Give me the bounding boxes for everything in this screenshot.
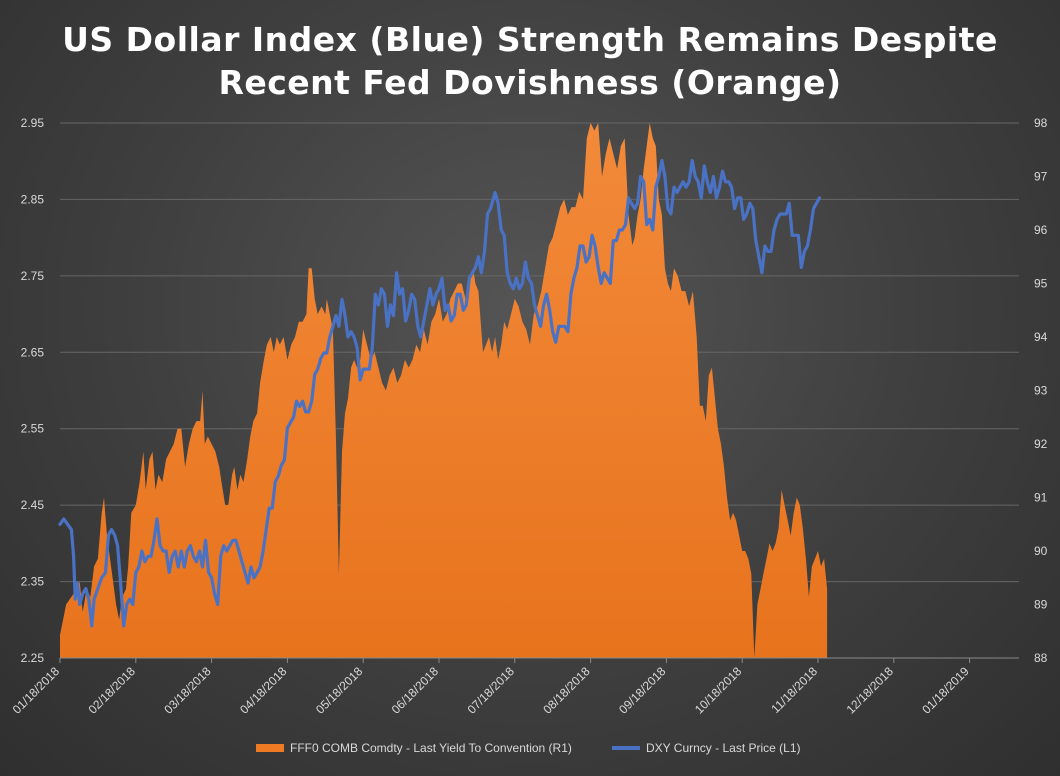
right-tick-label: 90 bbox=[1034, 544, 1048, 558]
x-tick-label: 04/18/2018 bbox=[237, 664, 290, 717]
left-tick-label: 2.55 bbox=[21, 422, 45, 436]
legend-item-orange: FFF0 COMB Comdty - Last Yield To Convent… bbox=[256, 741, 572, 755]
legend-label-orange: FFF0 COMB Comdty - Last Yield To Convent… bbox=[290, 741, 572, 755]
chart-title-line-1: US Dollar Index (Blue) Strength Remains … bbox=[62, 20, 998, 59]
legend-item-blue: DXY Curncy - Last Price (L1) bbox=[612, 741, 801, 755]
left-tick-label: 2.95 bbox=[21, 116, 45, 130]
right-tick-label: 91 bbox=[1034, 491, 1048, 505]
right-tick-label: 93 bbox=[1034, 384, 1048, 398]
x-tick-label: 12/18/2018 bbox=[844, 664, 897, 717]
left-tick-label: 2.85 bbox=[21, 192, 45, 206]
legend-swatch-blue bbox=[612, 746, 640, 750]
x-tick-label: 09/18/2018 bbox=[616, 664, 669, 717]
legend-label-blue: DXY Curncy - Last Price (L1) bbox=[646, 741, 801, 755]
right-tick-label: 97 bbox=[1034, 170, 1048, 184]
right-tick-label: 95 bbox=[1034, 277, 1048, 291]
x-tick-label: 01/18/2018 bbox=[10, 664, 63, 717]
x-tick-label: 08/18/2018 bbox=[540, 664, 593, 717]
series-layer bbox=[58, 123, 828, 658]
left-tick-label: 2.25 bbox=[21, 651, 45, 665]
left-tick-label: 2.65 bbox=[21, 345, 45, 359]
legend-swatch-orange bbox=[256, 744, 284, 752]
chart-title-line-2: Recent Fed Dovishness (Orange) bbox=[218, 63, 842, 102]
x-tick-label: 11/18/2018 bbox=[768, 664, 820, 716]
series-line-dxy bbox=[58, 158, 822, 628]
x-tick-label: 05/18/2018 bbox=[313, 664, 366, 717]
right-tick-label: 88 bbox=[1034, 651, 1048, 665]
left-tick-label: 2.45 bbox=[21, 498, 45, 512]
right-tick-label: 92 bbox=[1034, 437, 1048, 451]
x-tick-label: 06/18/2018 bbox=[389, 664, 442, 717]
right-axis-ticks: 88 89 90 91 92 93 94 95 96 97 98 bbox=[1034, 116, 1048, 665]
x-tick-label: 01/18/2019 bbox=[919, 664, 972, 717]
left-tick-label: 2.75 bbox=[21, 269, 45, 283]
x-tick-label: 02/18/2018 bbox=[86, 664, 139, 717]
x-tick-label: 07/18/2018 bbox=[465, 664, 518, 717]
x-tick-label: 10/18/2018 bbox=[692, 664, 745, 717]
legend: FFF0 COMB Comdty - Last Yield To Convent… bbox=[0, 741, 1060, 761]
right-tick-label: 89 bbox=[1034, 598, 1048, 612]
left-axis-ticks: 2.25 2.35 2.45 2.55 2.65 2.75 2.85 2.95 bbox=[21, 116, 45, 665]
right-tick-label: 94 bbox=[1034, 330, 1048, 344]
right-tick-label: 98 bbox=[1034, 116, 1048, 130]
x-axis-ticks: 01/18/2018 02/18/2018 03/18/2018 04/18/2018… bbox=[10, 658, 972, 717]
series-area-fff0 bbox=[60, 123, 828, 658]
x-tick-label: 03/18/2018 bbox=[161, 664, 214, 717]
left-tick-label: 2.35 bbox=[21, 575, 45, 589]
right-tick-label: 96 bbox=[1034, 223, 1048, 237]
